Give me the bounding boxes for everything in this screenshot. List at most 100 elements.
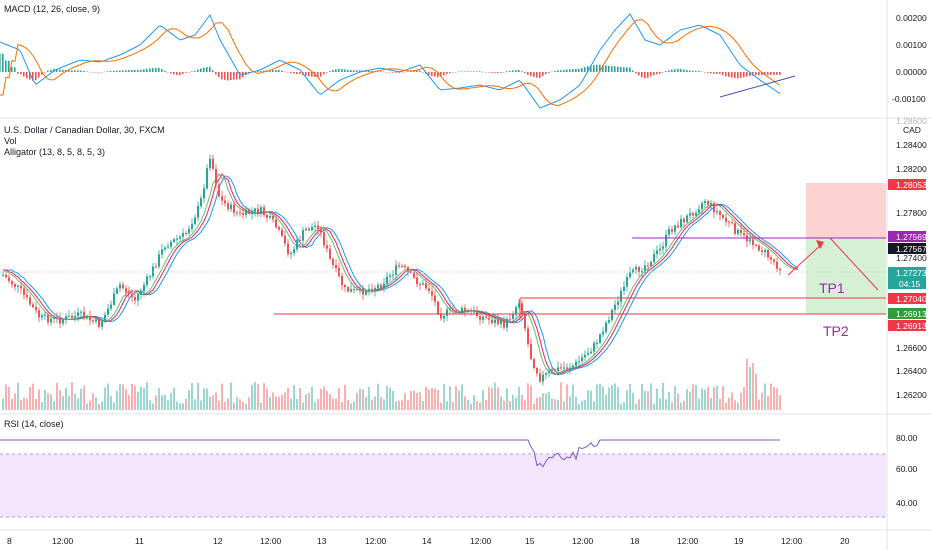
- volume-bar: [161, 395, 163, 410]
- macd-trend-line: [719, 75, 796, 98]
- volume-bar: [173, 387, 175, 410]
- macd-histogram-bar: [509, 70, 511, 72]
- candle-body: [431, 291, 433, 296]
- candle-body: [578, 361, 580, 363]
- volume-bar: [71, 382, 73, 410]
- volume-indicator-label[interactable]: Vol: [4, 136, 17, 146]
- volume-bar: [131, 383, 133, 410]
- macd-histogram-bar: [671, 69, 673, 72]
- alligator-indicator-label[interactable]: Alligator (13, 8, 5, 8, 5, 3): [4, 147, 105, 157]
- macd-histogram-bar: [566, 69, 568, 72]
- macd-histogram-bar: [398, 72, 400, 73]
- macd-indicator-label[interactable]: MACD (12, 26, close, 9): [4, 4, 100, 14]
- volume-bar: [158, 387, 160, 410]
- candle-body: [119, 284, 121, 289]
- position-zones[interactable]: [806, 183, 886, 314]
- candle-body: [698, 209, 700, 213]
- volume-bar: [209, 396, 211, 410]
- volume-bar: [182, 403, 184, 410]
- tp1-label[interactable]: TP1: [819, 280, 845, 296]
- volume-bar: [68, 396, 70, 410]
- volume-bar: [350, 403, 352, 410]
- candle-body: [41, 315, 43, 318]
- symbol-title[interactable]: U.S. Dollar / Canadian Dollar, 30, FXCM: [4, 125, 165, 135]
- macd-histogram-bar: [560, 70, 562, 72]
- candle-body: [362, 288, 364, 295]
- volume-bar: [458, 390, 460, 410]
- candle-body: [311, 226, 313, 231]
- drawings[interactable]: [0, 75, 886, 320]
- tp2-label[interactable]: TP2: [823, 323, 849, 339]
- volume-bar: [677, 393, 679, 410]
- candle-body: [29, 297, 31, 305]
- volume-bars: [2, 358, 781, 410]
- macd-histogram-bar: [737, 72, 739, 79]
- volume-bar: [575, 396, 577, 410]
- candle-body: [521, 303, 523, 315]
- macd-histogram-bar: [410, 71, 412, 72]
- volume-bar: [137, 391, 139, 410]
- macd-histogram-bar: [0, 53, 1, 72]
- volume-bar: [395, 401, 397, 410]
- volume-bar: [518, 386, 520, 410]
- candle-body: [275, 219, 277, 228]
- candle-body: [347, 287, 349, 292]
- volume-bar: [149, 400, 151, 410]
- volume-bar: [557, 400, 559, 410]
- rsi-indicator-label[interactable]: RSI (14, close): [4, 419, 64, 429]
- volume-bar: [128, 394, 130, 410]
- volume-bar: [224, 402, 226, 410]
- macd-histogram-bar: [209, 66, 211, 72]
- macd-histogram-bar: [167, 72, 169, 73]
- macd-histogram-bar: [260, 70, 262, 72]
- volume-bar: [170, 392, 172, 410]
- candle-body: [695, 212, 697, 216]
- candle-body: [95, 319, 97, 322]
- candle-body: [170, 241, 172, 247]
- macd-histogram-bar: [665, 71, 667, 72]
- volume-bar: [743, 387, 745, 410]
- macd-histogram-bar: [440, 72, 442, 77]
- level1-price-text: 1.27040: [896, 294, 927, 304]
- volume-bar: [755, 373, 757, 410]
- candle-body: [341, 275, 343, 286]
- macd-histogram-bar: [710, 72, 712, 74]
- volume-bar: [113, 402, 115, 410]
- candle-body: [491, 319, 493, 324]
- macd-histogram-bar: [716, 72, 718, 75]
- macd-histogram-bar: [596, 64, 598, 72]
- candle-body: [398, 265, 400, 267]
- macd-histogram-bar: [533, 72, 535, 77]
- macd-histogram-bar: [689, 70, 691, 72]
- candle-body: [86, 315, 88, 319]
- candle-body: [560, 367, 562, 369]
- volume-bar: [647, 391, 649, 410]
- candle-body: [320, 228, 322, 233]
- rsi-line: [0, 439, 780, 468]
- candle-body: [35, 307, 37, 311]
- candle-body: [221, 196, 223, 201]
- macd-histogram-bar: [587, 66, 589, 72]
- macd-histogram-bar: [287, 72, 289, 73]
- candle-body: [260, 207, 262, 214]
- candle-body: [449, 308, 451, 310]
- candle-body: [389, 275, 391, 277]
- rsi-axis-label: 80.00: [896, 433, 918, 443]
- volume-bar: [122, 384, 124, 410]
- candle-body: [233, 204, 235, 214]
- macd-histogram-bar: [356, 70, 358, 72]
- volume-bar: [119, 384, 121, 410]
- macd-histogram-bar: [164, 70, 166, 72]
- volume-bar: [473, 395, 475, 410]
- candle-body: [197, 206, 199, 218]
- volume-bar: [611, 384, 613, 410]
- candle-body: [173, 239, 175, 242]
- macd-histogram-bar: [464, 71, 466, 72]
- macd-histogram-bar: [92, 72, 94, 73]
- macd-histogram-bar: [236, 72, 238, 80]
- candle-body: [218, 184, 220, 197]
- macd-histogram-bar: [44, 72, 46, 73]
- macd-histogram-bar: [512, 70, 514, 72]
- macd-histogram-bar: [98, 72, 100, 73]
